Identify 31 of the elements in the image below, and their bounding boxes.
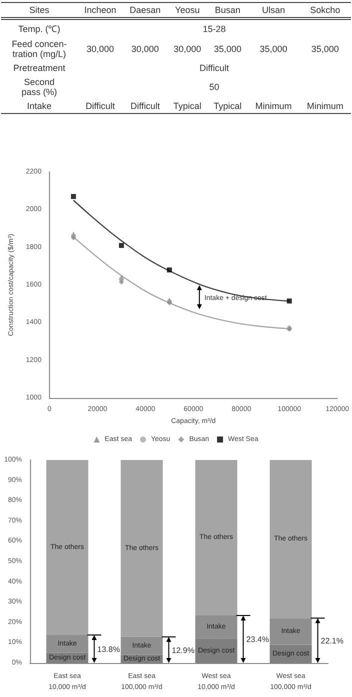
category-label: Incheon <box>83 4 118 17</box>
category-label: Second pass (%) <box>21 77 57 97</box>
text: 35,000 <box>214 44 242 54</box>
text: Difficult <box>200 63 229 73</box>
text: 15-28 <box>202 24 226 34</box>
text: Typical <box>173 101 202 111</box>
text: Sites <box>28 4 50 17</box>
text: 30,000 <box>131 44 159 54</box>
category-label: Feed concen- tration (mg/L) <box>12 39 67 59</box>
annotation: 23.4% <box>246 635 269 644</box>
text: Minimum <box>306 101 344 111</box>
category-label: Intake <box>26 101 52 111</box>
category-label: Daesan <box>128 4 162 17</box>
annotation: 22.1% <box>320 636 344 646</box>
text: 35,000 <box>260 44 288 54</box>
category-label: Busan <box>214 4 242 17</box>
category-label: Sokcho <box>309 4 342 17</box>
category-label: Ulsan <box>261 4 286 17</box>
text: Difficult <box>86 101 115 111</box>
text: Minimum <box>255 101 292 111</box>
category-label: Yeosu <box>174 4 201 17</box>
annotation: 13.8% <box>97 644 120 654</box>
text: 30,000 <box>86 44 114 54</box>
category-label: Pretreatment <box>13 63 66 73</box>
text: Difficult <box>130 101 160 111</box>
category-label: Temp. (℃) <box>18 24 60 34</box>
text: 35,000 <box>311 44 339 54</box>
text: 30,000 <box>174 44 202 54</box>
text: Typical <box>214 101 242 111</box>
annotation: 12.9% <box>172 646 194 655</box>
text: 50 <box>209 82 220 92</box>
